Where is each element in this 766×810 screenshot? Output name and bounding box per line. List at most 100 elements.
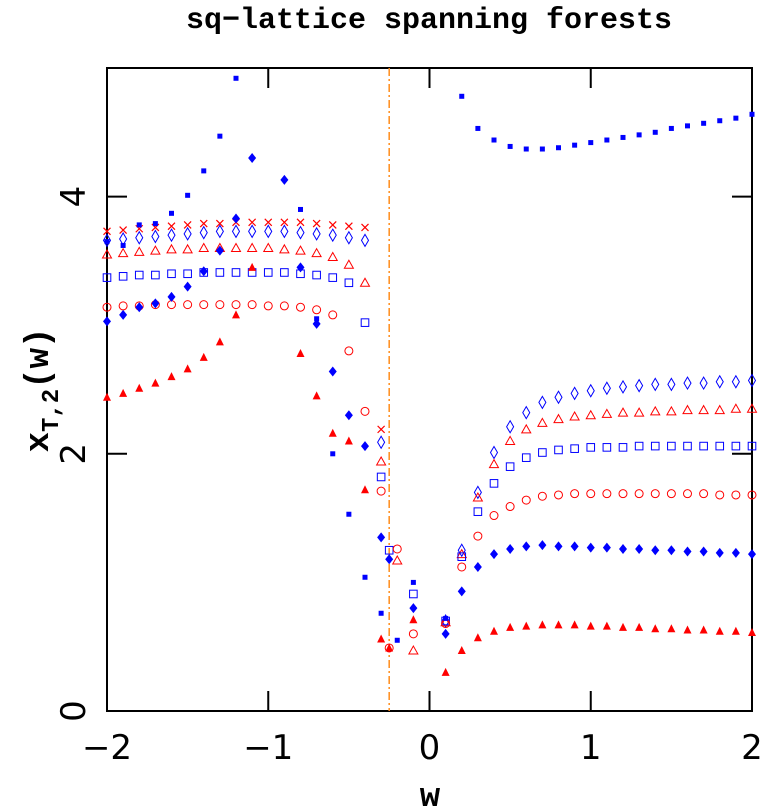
marker-x [248,218,257,227]
marker-circle-open [247,300,257,310]
marker-triangle-open [117,247,129,258]
marker-diamond-open [151,229,160,244]
marker-square [443,615,449,621]
marker-diamond [135,302,144,313]
marker-square [652,129,658,135]
marker-triangle [151,378,160,387]
marker-triangle [385,643,394,652]
marker-square [491,137,497,143]
marker-circle-open [634,489,644,499]
marker-triangle-open [150,245,161,255]
marker-triangle-open [295,245,306,255]
marker-diamond-open [602,381,611,396]
marker-square-open [602,443,612,452]
marker-circle-open [731,490,741,500]
marker-square-open [699,441,708,451]
marker-circle-open [747,490,757,500]
marker-triangle-open [617,407,629,417]
marker-square [169,210,174,216]
marker-diamond-open [280,224,289,239]
marker-triangle [602,621,611,630]
marker-triangle-open [375,455,387,466]
marker-diamond [457,586,466,597]
marker-square-open [118,272,128,281]
x-tick-label: 2 [741,728,763,768]
marker-diamond-open [377,435,386,450]
marker-square-open [312,270,321,280]
x-axis-label: w [420,779,441,810]
marker-square-open [554,445,563,455]
marker-diamond [151,298,160,309]
marker-triangle-open [391,555,403,565]
marker-triangle [715,626,724,635]
marker-diamond-open [102,233,112,248]
marker-diamond [312,318,321,329]
marker-square [459,93,465,99]
marker-triangle-open [682,404,693,415]
marker-triangle [490,626,498,635]
marker-circle-open [376,486,386,496]
marker-diamond-open [183,226,192,241]
marker-square-open [167,269,176,279]
marker-triangle [119,388,128,397]
marker-diamond [248,153,257,164]
marker-x [119,226,128,234]
marker-diamond-open [312,226,321,241]
marker-triangle [183,364,192,373]
marker-diamond-open [522,405,531,420]
marker-square [346,511,352,517]
marker-square-open [344,278,354,288]
marker-triangle [457,646,466,655]
marker-triangle [248,262,257,271]
marker-square-open [102,273,112,282]
marker-diamond [506,543,515,554]
marker-circle-open [118,301,128,311]
marker-diamond-open [699,376,708,391]
marker-circle-open [521,495,531,505]
marker-circle-open [683,489,692,499]
marker-triangle-open [649,405,661,416]
marker-diamond-open [344,230,353,245]
marker-triangle [554,620,563,629]
marker-triangle [103,392,111,401]
marker-diamond-open [538,395,547,410]
marker-square-open [409,589,418,599]
marker-triangle-open [327,251,339,262]
marker-triangle-open [746,403,758,413]
marker-triangle [215,337,224,346]
marker-diamond-open [296,225,305,240]
marker-diamond [554,541,563,552]
marker-triangle-open [311,247,322,258]
marker-diamond [328,366,337,377]
marker-diamond-open [683,376,692,391]
y-axis-label: xT,2(w) [21,328,66,453]
marker-diamond [377,532,386,543]
marker-diamond [215,245,224,256]
y-axis-label-main: x [21,432,59,452]
marker-square [217,133,223,139]
marker-circle-open [263,301,273,311]
marker-square [539,146,545,152]
marker-square [668,125,674,131]
marker-square-open [376,472,386,482]
marker-square-open [650,441,660,451]
marker-square-open [667,441,676,451]
marker-square-open [521,453,531,462]
marker-diamond-open [731,374,740,389]
marker-square [378,610,384,616]
marker-circle-open [279,301,289,311]
marker-triangle-open [246,242,258,253]
marker-square [620,134,626,140]
marker-diamond [699,546,708,557]
marker-circle-open [554,490,563,500]
x-tick-label: 1 [580,728,602,768]
marker-diamond-open [586,383,595,398]
marker-triangle [586,621,595,630]
marker-diamond-open [167,228,176,243]
marker-triangle-open [472,492,484,502]
marker-diamond [522,541,531,552]
marker-square [233,75,239,81]
marker-diamond-open [457,543,466,558]
marker-triangle [667,624,676,633]
marker-diamond [538,540,547,551]
